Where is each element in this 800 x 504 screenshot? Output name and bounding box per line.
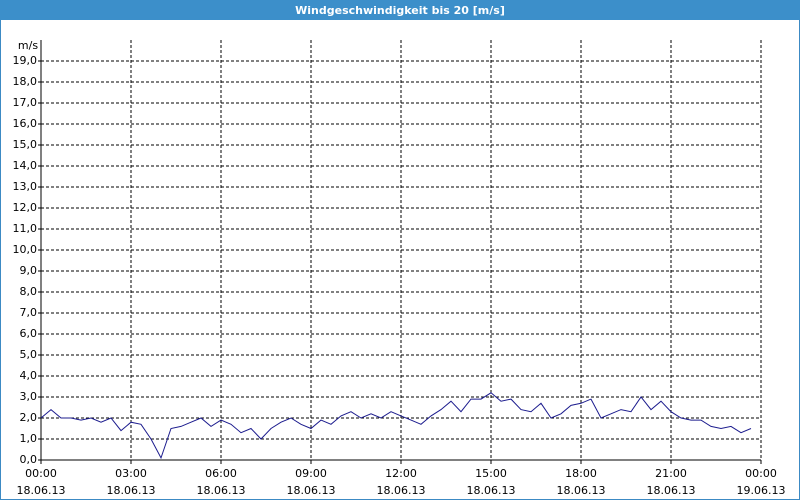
x-tick-label: 09:00 [295,467,327,480]
x-tick-date: 18.06.13 [647,484,696,497]
y-tick-label: 12,0 [13,201,38,214]
y-tick-label: 15,0 [13,138,38,151]
y-tick-label: 9,0 [20,264,38,277]
y-tick-label: 14,0 [13,159,38,172]
y-tick-label: 4,0 [20,369,38,382]
y-tick-label: 16,0 [13,117,38,130]
y-tick-label: 2,0 [20,411,38,424]
x-tick-label: 00:00 [25,467,57,480]
x-tick-date: 19.06.13 [737,484,786,497]
x-tick-date: 18.06.13 [467,484,516,497]
x-tick-label: 06:00 [205,467,237,480]
x-tick-date: 18.06.13 [287,484,336,497]
y-tick-label: 8,0 [20,285,38,298]
y-tick-label: 5,0 [20,348,38,361]
y-tick-label: 10,0 [13,243,38,256]
x-tick-date: 18.06.13 [557,484,606,497]
y-tick-label: 6,0 [20,327,38,340]
y-unit: m/s [18,39,38,52]
x-tick-label: 03:00 [115,467,147,480]
chart-title: Windgeschwindigkeit bis 20 [m/s] [295,4,505,17]
y-tick-label: 7,0 [20,306,38,319]
data-line [40,392,752,460]
y-tick-label: 19,0 [13,54,38,67]
y-tick-label: 13,0 [13,180,38,193]
y-tick-label: 3,0 [20,390,38,403]
x-tick-label: 21:00 [655,467,687,480]
x-tick-date: 18.06.13 [17,484,66,497]
y-tick-label: 1,0 [20,432,38,445]
x-tick-date: 18.06.13 [107,484,156,497]
x-tick-date: 18.06.13 [197,484,246,497]
x-tick-label: 15:00 [475,467,507,480]
y-tick-label: 17,0 [13,96,38,109]
title-bar [0,0,800,20]
y-tick-label: 11,0 [13,222,38,235]
x-tick-label: 18:00 [565,467,597,480]
x-tick-label: 12:00 [385,467,417,480]
y-tick-label: 0,0 [20,453,38,466]
x-tick-date: 18.06.13 [377,484,426,497]
x-tick-label: 00:00 [745,467,777,480]
y-tick-label: 18,0 [13,75,38,88]
